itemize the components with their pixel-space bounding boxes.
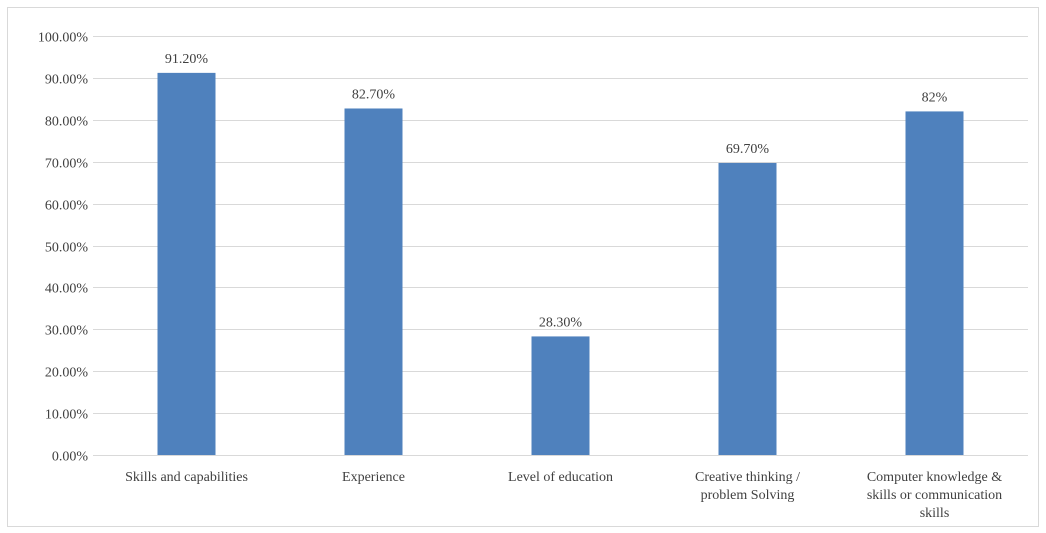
data-label: 82.70%: [352, 87, 396, 102]
bar: [531, 336, 590, 455]
category-label: Skills and capabilities: [125, 470, 248, 485]
bars: [157, 72, 964, 456]
y-tick-label: 0.00%: [52, 450, 89, 465]
bar: [157, 72, 216, 455]
category-labels: Skills and capabilities Experience Level o…: [125, 470, 1002, 521]
y-tick-label: 30.00%: [45, 324, 89, 339]
category-label: skills: [920, 506, 950, 521]
gridlines: [93, 36, 1028, 456]
data-label: 69.70%: [726, 142, 770, 157]
category-label: Experience: [342, 470, 405, 485]
bar: [905, 111, 964, 456]
data-labels: 91.20% 82.70% 28.30% 69.70% 82%: [165, 52, 948, 331]
y-tick-label: 50.00%: [45, 241, 89, 256]
bar: [344, 108, 403, 455]
data-label: 91.20%: [165, 52, 209, 67]
data-label: 28.30%: [539, 315, 583, 330]
y-tick-label: 60.00%: [45, 199, 89, 214]
category-label: Computer knowledge &: [867, 470, 1002, 485]
y-tick-label: 20.00%: [45, 366, 89, 381]
y-tick-label: 100.00%: [38, 31, 89, 46]
bar: [718, 162, 777, 455]
y-tick-label: 10.00%: [45, 408, 89, 423]
y-axis-ticks: 0.00% 10.00% 20.00% 30.00% 40.00% 50.00% 60.00…: [38, 31, 89, 465]
category-label: Level of education: [508, 470, 613, 485]
category-label: problem Solving: [701, 488, 795, 503]
y-tick-label: 40.00%: [45, 282, 89, 297]
category-label: skills or communication: [867, 488, 1002, 503]
y-tick-label: 80.00%: [45, 115, 89, 130]
y-tick-label: 70.00%: [45, 157, 89, 172]
data-label: 82%: [922, 90, 948, 105]
category-label: Creative thinking /: [695, 470, 800, 485]
y-tick-label: 90.00%: [45, 73, 89, 88]
